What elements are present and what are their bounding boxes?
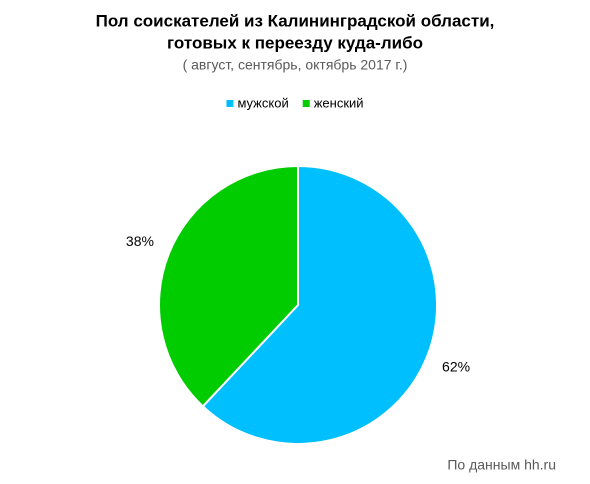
legend-label: мужской [237, 95, 288, 110]
data-label: 62% [442, 358, 470, 374]
chart-title: Пол соискателей из Калининградской облас… [96, 11, 495, 30]
legend-swatch [302, 100, 310, 107]
source-note: По данным hh.ru [447, 457, 556, 473]
legend-swatch [226, 100, 234, 107]
pie-slice [158, 164, 299, 408]
data-label: 38% [126, 233, 154, 249]
chart-subtitle: ( август, сентябрь, октябрь 2017 г.) [183, 57, 408, 73]
chart-title: готовых к переезду куда-либо [167, 33, 423, 52]
pie-slice [201, 164, 438, 445]
legend-label: женский [314, 95, 364, 110]
